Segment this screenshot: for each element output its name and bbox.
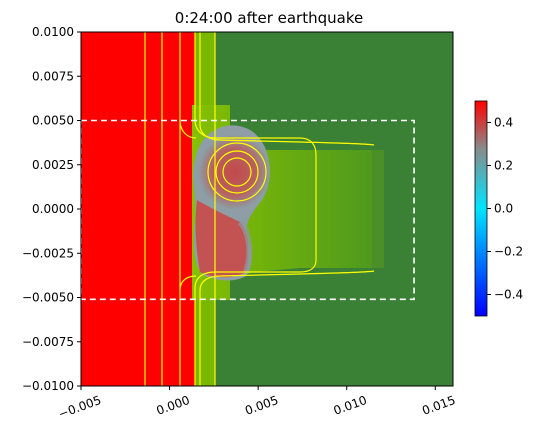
- colorbar-tick-label: 0.4: [494, 116, 513, 130]
- colorbar-tick-label: −0.2: [494, 245, 523, 259]
- colorbar-gradient: [475, 101, 487, 316]
- x-tick-label: −0.005: [57, 393, 104, 421]
- wave-crest-core: [198, 134, 270, 210]
- colorbar-tick-label: 0.2: [494, 159, 513, 173]
- saturated-high-region: [81, 32, 195, 386]
- colorbar-tick-label: 0.0: [494, 202, 513, 216]
- y-tick-label: 0.0000: [32, 202, 74, 216]
- sea-surface-field: [81, 32, 453, 386]
- y-tick-label: 0.0100: [32, 25, 74, 39]
- colorbar-ticks: 0.4 0.2 0.0 −0.2 −0.4: [487, 116, 523, 302]
- y-tick-label: −0.0075: [22, 335, 74, 349]
- x-tick-label: 0.005: [243, 393, 280, 418]
- chart-title: 0:24:00 after earthquake: [175, 9, 363, 27]
- y-axis: −0.0100 −0.0075 −0.0050 −0.0025 0.0000 0.0025…: [22, 25, 81, 393]
- colorbar-tick-label: −0.4: [494, 288, 523, 302]
- y-tick-label: −0.0100: [22, 379, 74, 393]
- y-tick-label: 0.0075: [32, 69, 74, 83]
- y-tick-label: 0.0025: [32, 158, 74, 172]
- x-tick-label: 0.010: [332, 393, 369, 418]
- y-tick-label: −0.0050: [22, 291, 74, 305]
- x-axis: −0.005 0.000 0.005 0.010 0.015: [57, 386, 458, 421]
- offshore-band: [372, 150, 384, 268]
- colorbar: 0.4 0.2 0.0 −0.2 −0.4: [475, 101, 523, 316]
- y-tick-label: 0.0050: [32, 114, 74, 128]
- y-tick-label: −0.0025: [22, 246, 74, 260]
- x-tick-label: 0.015: [420, 393, 457, 418]
- x-tick-label: 0.000: [155, 393, 192, 418]
